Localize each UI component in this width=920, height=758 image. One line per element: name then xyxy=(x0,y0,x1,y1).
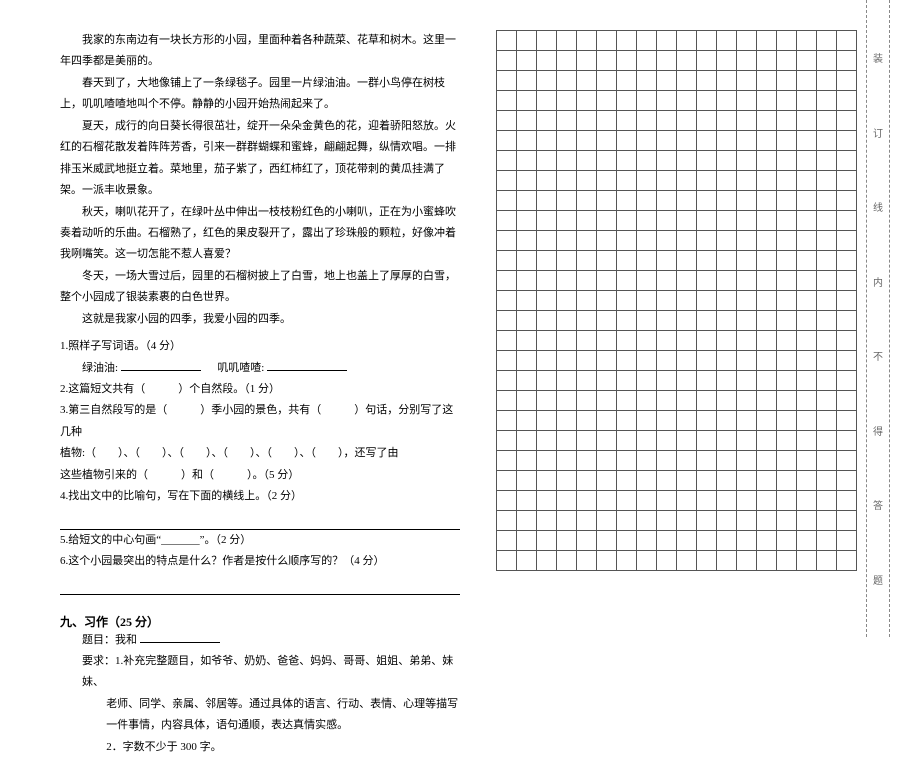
binding-char: 答 xyxy=(873,497,883,512)
q6-blank[interactable] xyxy=(60,577,460,595)
questions-block: 1.照样子写词语。（4 分） 绿油油: 叽叽喳喳: 2.这篇短文共有（ ）个自然… xyxy=(60,336,460,594)
req-label: 要求： xyxy=(82,655,115,667)
reading-passage: 我家的东南边有一块长方形的小园，里面种着各种蔬菜、花草和树木。这里一年四季都是美… xyxy=(60,30,460,330)
binding-char: 订 xyxy=(873,125,883,140)
q1-label: 1.照样子写词语。（4 分） xyxy=(60,336,460,357)
req-line1: 要求：1.补充完整题目，如爷爷、奶奶、爸爸、妈妈、哥哥、姐姐、弟弟、妹妹、 xyxy=(60,651,460,694)
q6: 6.这个小园最突出的特点是什么？作者是按什么顺序写的？（4 分） xyxy=(60,551,460,572)
q3-line1: 3.第三自然段写的是（ ）季小园的景色，共有（ ）句话，分别写了这几种 xyxy=(60,400,460,443)
req2: 2．字数不少于 300 字。 xyxy=(60,737,460,758)
passage-para: 夏天，成行的向日葵长得很茁壮，绽开一朵朵金黄色的花，迎着骄阳怒放。火红的石榴花散… xyxy=(60,116,460,202)
passage-para: 我家的东南边有一块长方形的小园，里面种着各种蔬菜、花草和树木。这里一年四季都是美… xyxy=(60,30,460,73)
passage-para: 这就是我家小园的四季，我爱小园的四季。 xyxy=(60,309,460,330)
q2: 2.这篇短文共有（ ）个自然段。（1 分） xyxy=(60,379,460,400)
q5: 5.给短文的中心句画“_______”。（2 分） xyxy=(60,530,460,551)
q4-blank[interactable] xyxy=(60,512,460,530)
passage-para: 冬天，一场大雪过后，园里的石榴树披上了白雪，地上也盖上了厚厚的白雪，整个小园成了… xyxy=(60,266,460,309)
q1-ex1: 绿油油: xyxy=(82,362,118,374)
q1-examples: 绿油油: 叽叽喳喳: xyxy=(60,358,460,379)
writing-grid xyxy=(496,30,857,571)
section9-heading: 九、习作（25 分） xyxy=(60,613,460,630)
passage-para: 春天到了，大地像铺上了一条绿毯子。园里一片绿油油。一群小鸟停在树枝上，叽叽喳喳地… xyxy=(60,73,460,116)
req1b: 老师、同学、亲属、邻居等。通过具体的语言、行动、表情、心理等描写 xyxy=(60,694,460,715)
topic-label: 题目：我和 xyxy=(82,634,137,646)
main-content: 我家的东南边有一块长方形的小园，里面种着各种蔬菜、花草和树木。这里一年四季都是美… xyxy=(60,30,460,758)
q3-line3: 这些植物引来的（ ）和（ ）。（5 分） xyxy=(60,465,460,486)
binding-char: 内 xyxy=(873,274,883,289)
binding-strip: 装订线内不得答题 xyxy=(866,0,890,637)
binding-char: 线 xyxy=(873,199,883,214)
req1: 1.补充完整题目，如爷爷、奶奶、爸爸、妈妈、哥哥、姐姐、弟弟、妹妹、 xyxy=(82,655,453,688)
grid-table[interactable] xyxy=(496,30,857,571)
topic-line: 题目：我和 xyxy=(60,630,460,651)
fill-blank[interactable] xyxy=(267,359,347,371)
binding-char: 题 xyxy=(873,572,883,587)
q4: 4.找出文中的比喻句，写在下面的横线上。（2 分） xyxy=(60,486,460,507)
passage-para: 秋天，喇叭花开了，在绿叶丛中伸出一枝枝粉红色的小喇叭，正在为小蜜蜂吹奏着动听的乐… xyxy=(60,202,460,266)
binding-char: 得 xyxy=(873,423,883,438)
fill-blank[interactable] xyxy=(121,359,201,371)
writing-block: 题目：我和 要求：1.补充完整题目，如爷爷、奶奶、爸爸、妈妈、哥哥、姐姐、弟弟、… xyxy=(60,630,460,758)
binding-char: 不 xyxy=(873,348,883,363)
q3-line2: 植物:（ ）、（ ）、（ ）、（ ）、（ ）、（ ），还写了由 xyxy=(60,443,460,464)
req1c: 一件事情，内容具体，语句通顺，表达真情实感。 xyxy=(60,715,460,736)
q1-ex2: 叽叽喳喳: xyxy=(217,362,264,374)
binding-char: 装 xyxy=(873,50,883,65)
